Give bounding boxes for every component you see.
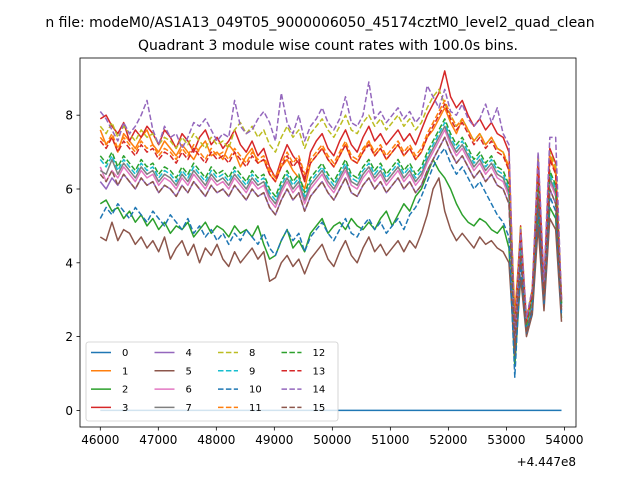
x-tick-label: 48000	[197, 433, 235, 447]
legend-label-0: 0	[122, 348, 128, 359]
legend-label-7: 7	[186, 403, 192, 414]
x-tick-label: 49000	[255, 433, 293, 447]
x-tick-label: 46000	[81, 433, 119, 447]
plot-frame	[79, 57, 577, 428]
legend-label-1: 1	[122, 366, 128, 377]
y-tick-label: 2	[65, 330, 73, 344]
x-tick-label: 51000	[371, 433, 409, 447]
legend-label-13: 13	[313, 366, 326, 377]
y-tick-label: 6	[65, 182, 73, 196]
series-line-8	[99, 88, 563, 327]
legend-label-10: 10	[249, 385, 262, 396]
series-line-5	[99, 177, 563, 356]
x-axis: 46000 47000 48000 49000 50000 51000 52000 53000…	[81, 427, 583, 447]
series-line-10	[99, 147, 563, 378]
legend-label-4: 4	[186, 348, 192, 359]
series-line-6	[99, 129, 563, 342]
legend-box	[85, 341, 339, 422]
x-tick-label: 54000	[545, 433, 583, 447]
x-tick-label: 52000	[429, 433, 467, 447]
y-tick-label: 8	[65, 109, 73, 123]
y-tick-label: 0	[65, 404, 73, 418]
x-offset-label: +4.447e8	[517, 455, 576, 469]
series-line-9	[99, 121, 563, 334]
series-line-13	[99, 103, 563, 330]
series-line-12	[99, 118, 563, 334]
chart-title: Quadrant 3 module wise count rates with …	[138, 38, 518, 54]
legend-label-6: 6	[186, 385, 192, 396]
series-line-14	[99, 81, 563, 342]
legend-label-3: 3	[122, 403, 128, 414]
legend-label-12: 12	[313, 348, 326, 359]
series-line-11	[99, 99, 563, 327]
x-tick-label: 53000	[487, 433, 525, 447]
series-line-3	[99, 70, 563, 330]
series-line-2	[99, 158, 563, 367]
y-axis: 0 2 4 6 8	[65, 109, 80, 418]
series-line-1	[99, 107, 563, 323]
series-line-15	[99, 136, 563, 345]
legend-label-11: 11	[249, 403, 262, 414]
legend-label-8: 8	[249, 348, 255, 359]
plot-lines	[99, 70, 563, 412]
series-line-7	[99, 125, 563, 338]
legend-label-2: 2	[122, 385, 128, 396]
legend-label-14: 14	[313, 385, 326, 396]
x-tick-label: 50000	[313, 433, 351, 447]
legend-label-9: 9	[249, 366, 255, 377]
legend-label-15: 15	[313, 403, 326, 414]
legend-label-5: 5	[186, 366, 192, 377]
x-tick-label: 47000	[139, 433, 177, 447]
chart-suptitle: n file: modeM0/AS1A13_049T05_9000006050_…	[45, 15, 594, 31]
y-tick-label: 4	[65, 256, 73, 270]
